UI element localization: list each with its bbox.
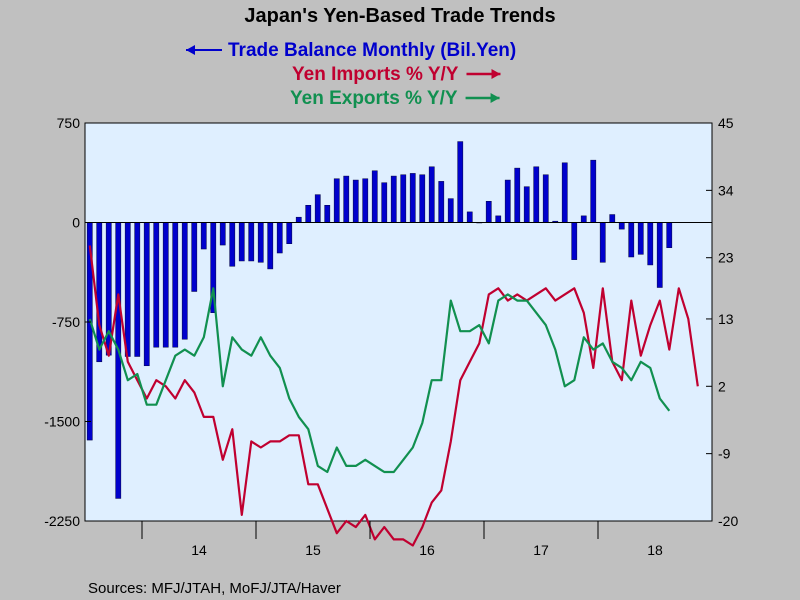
imports-line — [88, 245, 699, 547]
trade-balance-bar — [286, 222, 293, 244]
trade-balance-bar — [618, 222, 625, 230]
trade-balance-bar — [428, 166, 435, 223]
trade-lines — [88, 245, 699, 547]
trade-balance-bar — [447, 198, 454, 223]
trade-balance-bar — [124, 222, 131, 357]
trade-balance-bar — [514, 167, 521, 223]
trade-balance-bar — [628, 222, 635, 258]
left-axis-tick-label: -1500 — [44, 414, 80, 430]
trade-balance-bar — [647, 222, 654, 266]
trade-balance-bar — [381, 182, 388, 223]
trade-balance-bar — [191, 222, 198, 292]
right-axis-tick-label: -20 — [718, 513, 738, 529]
trade-balance-bar — [523, 186, 530, 223]
trade-balance-bar — [637, 222, 644, 255]
trade-balance-bar — [371, 170, 378, 223]
trade-balance-bar — [533, 166, 540, 223]
right-axis-tick-label: 45 — [718, 115, 734, 131]
trade-balance-bar — [219, 222, 226, 246]
x-axis-year-label: 18 — [647, 542, 663, 558]
trade-balance-bar — [400, 174, 407, 223]
trade-balance-bar — [295, 216, 302, 223]
legend-arrowhead-icon — [186, 45, 195, 55]
trade-balance-bar — [609, 214, 616, 223]
trade-balance-bar — [561, 162, 568, 223]
axes: 750 0 -750 -1500 -2250 45 34 23 13 2 -9 -20 14 15 16 17… — [44, 115, 738, 558]
trade-balance-bar — [333, 178, 340, 223]
trade-balance-bar — [419, 174, 426, 223]
legend-item: Yen Imports % Y/Y — [292, 64, 501, 85]
trade-balance-bar — [590, 159, 597, 223]
exports-line — [88, 287, 671, 474]
trade-balance-bar — [257, 222, 264, 263]
trade-balance-bar — [314, 194, 321, 223]
trade-balance-bar — [656, 222, 663, 288]
trade-balance-bar — [504, 179, 511, 223]
trade-balance-bar — [181, 222, 188, 340]
trade-balance-bar — [666, 222, 673, 248]
legend: Trade Balance Monthly (Bil.Yen) Yen Impor… — [186, 40, 516, 109]
chart-title: Japan's Yen-Based Trade Trends — [244, 5, 555, 27]
legend-item: Trade Balance Monthly (Bil.Yen) — [186, 40, 516, 61]
x-axis-year-label: 14 — [191, 542, 207, 558]
trade-balance-bar — [267, 222, 274, 270]
right-axis-tick-label: 2 — [718, 378, 726, 394]
trade-balance-bar — [248, 222, 255, 262]
trade-balance-bar — [599, 222, 606, 263]
trade-balance-bar — [438, 181, 445, 223]
right-axis-tick-label: -9 — [718, 446, 731, 462]
trade-balance-bar — [143, 222, 150, 367]
trade-balance-bar — [324, 205, 331, 223]
left-axis-tick-label: 0 — [72, 215, 80, 231]
trade-balance-bar — [580, 215, 587, 223]
source-note: Sources: MFJ/JTAH, MoFJ/JTA/Haver — [88, 580, 341, 597]
right-axis-tick-label: 34 — [718, 182, 734, 198]
trade-balance-bar — [200, 222, 207, 250]
trade-balance-bar — [362, 178, 369, 223]
plot-area — [84, 122, 713, 522]
trade-balance-bar — [162, 222, 169, 348]
trade-balance-bar — [390, 175, 397, 223]
trade-balance-bar — [115, 222, 122, 499]
trade-balance-bar — [276, 222, 283, 254]
trade-balance-bar — [571, 222, 578, 260]
right-axis-tick-label: 23 — [718, 250, 734, 266]
trade-balance-bar — [466, 211, 473, 223]
legend-arrowhead-icon — [491, 69, 501, 79]
legend-label: Trade Balance Monthly (Bil.Yen) — [228, 40, 516, 61]
x-axis-year-label: 17 — [533, 542, 549, 558]
legend-arrowhead-icon — [490, 93, 500, 103]
trade-balance-bar — [485, 201, 492, 223]
trade-balance-bar — [542, 174, 549, 223]
trade-balance-bar — [495, 215, 502, 223]
left-axis-tick-label: 750 — [57, 115, 81, 131]
trade-balance-bar — [457, 141, 464, 223]
left-axis-tick-label: -750 — [52, 314, 80, 330]
trade-balance-bar — [343, 175, 350, 223]
x-axis-year-label: 15 — [305, 542, 321, 558]
trade-balance-bar — [172, 222, 179, 348]
legend-label: Yen Exports % Y/Y — [290, 88, 458, 109]
right-axis-tick-label: 13 — [718, 311, 734, 327]
legend-item: Yen Exports % Y/Y — [290, 88, 500, 109]
trade-balance-bar — [305, 205, 312, 223]
trade-balance-bar — [238, 222, 245, 262]
x-axis-year-label: 16 — [419, 542, 435, 558]
left-axis-tick-label: -2250 — [44, 513, 80, 529]
trade-balance-bar — [409, 173, 416, 223]
trade-balance-bar — [352, 179, 359, 223]
legend-label: Yen Imports % Y/Y — [292, 64, 459, 85]
trade-balance-bar — [153, 222, 160, 348]
trade-balance-bar — [229, 222, 236, 267]
trade-balance-bar — [134, 222, 141, 357]
